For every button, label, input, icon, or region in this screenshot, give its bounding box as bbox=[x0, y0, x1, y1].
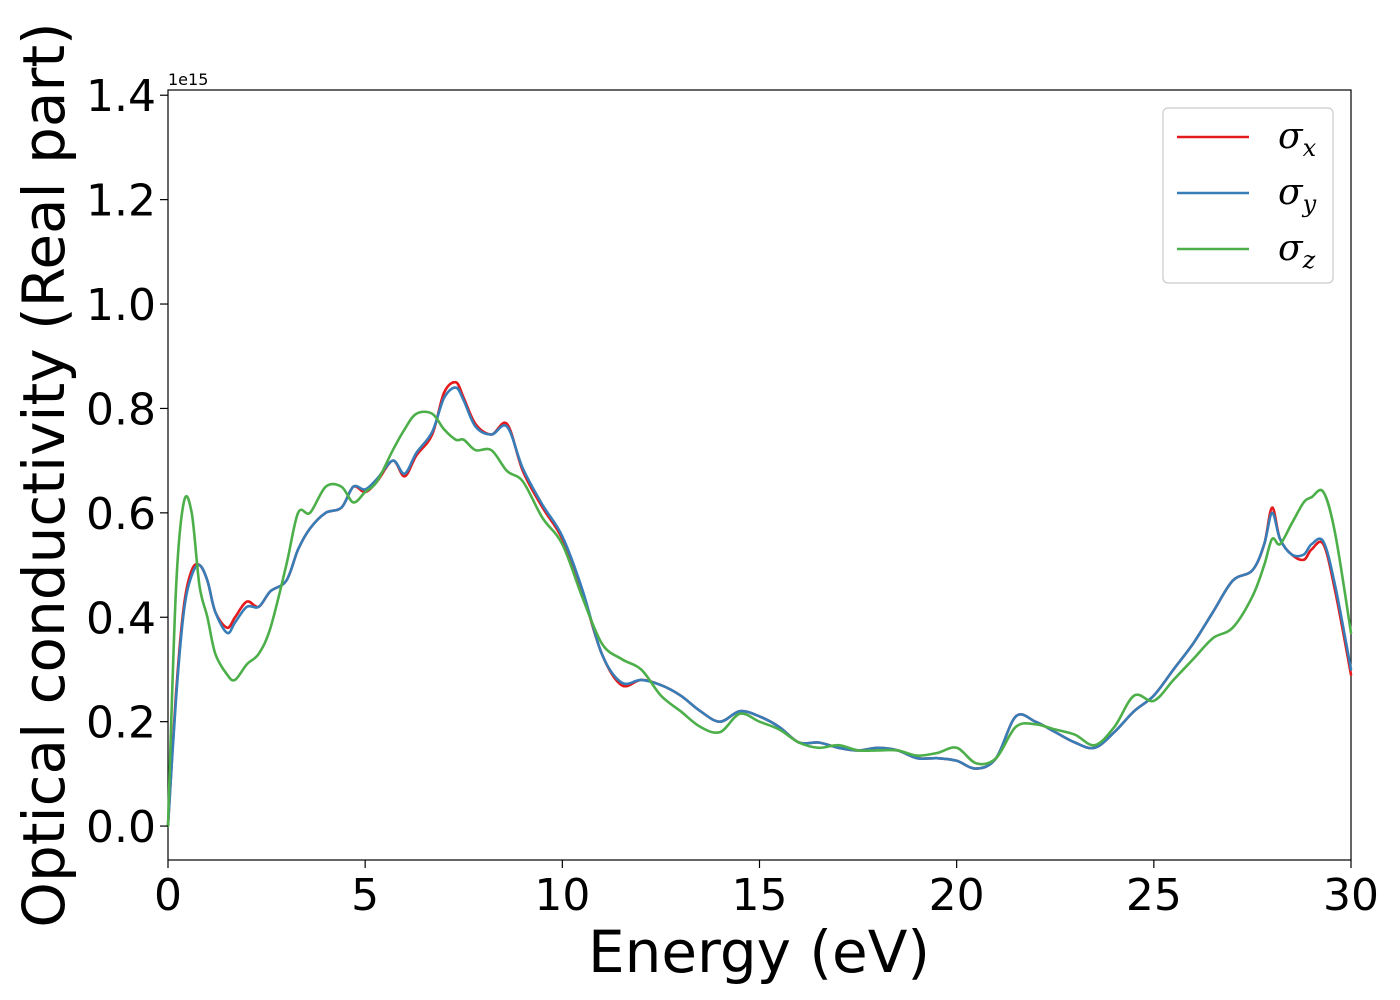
series-line-sigma-x bbox=[166, 380, 1353, 828]
x-tick-label: 30 bbox=[1323, 870, 1379, 921]
y-tick-label: 1.2 bbox=[86, 176, 156, 227]
series-line-sigma-y bbox=[166, 386, 1353, 828]
y-axis-title: Optical conductivity (Real part) bbox=[10, 22, 78, 927]
legend-label-sigma-y: σy bbox=[1278, 172, 1317, 218]
y-offset-label: 1e15 bbox=[168, 70, 208, 89]
series-line-sigma-z bbox=[166, 410, 1353, 828]
series-layer bbox=[166, 380, 1353, 828]
x-tick-label: 20 bbox=[929, 870, 985, 921]
x-tick-label: 10 bbox=[534, 870, 590, 921]
legend-label-sigma-x: σx bbox=[1278, 116, 1317, 162]
y-tick-label: 1.0 bbox=[86, 280, 156, 331]
y-tick-label: 0.6 bbox=[86, 489, 156, 540]
x-tick-label: 25 bbox=[1126, 870, 1182, 921]
y-axis-ticks: 0.0 0.2 0.4 0.6 0.8 1.0 1.2 1.4 bbox=[86, 71, 168, 853]
x-axis-title: Energy (eV) bbox=[588, 918, 930, 986]
y-tick-label: 0.8 bbox=[86, 384, 156, 435]
y-tick-label: 0.4 bbox=[86, 593, 156, 644]
x-axis-ticks: 0 5 10 15 20 25 30 bbox=[154, 860, 1379, 921]
x-tick-label: 0 bbox=[154, 870, 182, 921]
x-tick-label: 15 bbox=[732, 870, 788, 921]
x-tick-label: 5 bbox=[351, 870, 379, 921]
legend-box bbox=[1162, 107, 1334, 284]
y-tick-label: 0.2 bbox=[86, 698, 156, 749]
y-tick-label: 0.0 bbox=[86, 802, 156, 853]
y-tick-label: 1.4 bbox=[86, 71, 156, 122]
